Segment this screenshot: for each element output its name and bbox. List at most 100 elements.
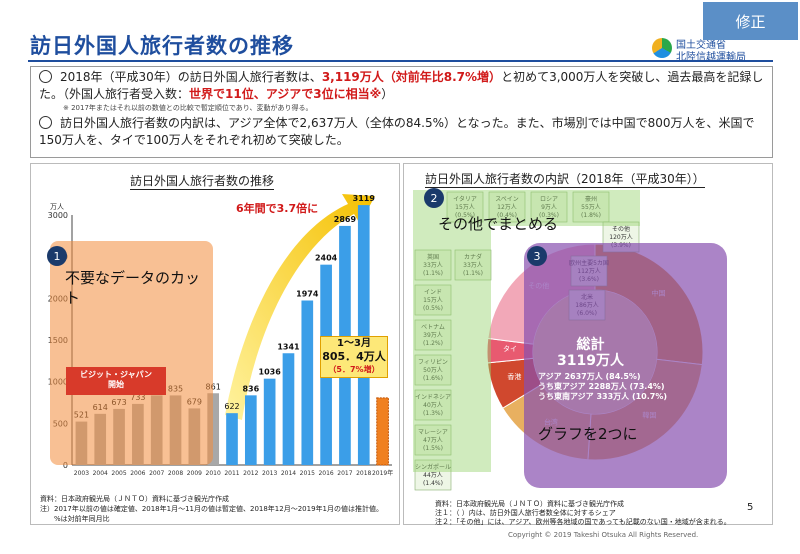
- bullet-circle-icon: [39, 70, 52, 83]
- summary-box: 2018年（平成30年）の訪日外国人旅行者数は、3,119万人（対前年比8.7%…: [30, 66, 773, 158]
- overlay3-number-badge: 3: [527, 246, 547, 266]
- title-underline: [28, 60, 773, 62]
- country-box-label: (1.5%): [423, 445, 443, 452]
- asia-line: うち東南アジア 333万人 (10.7%): [538, 392, 668, 401]
- note-line: 注１：（ ）内は、訪日外国人旅行者数全体に対するシェア: [435, 509, 616, 517]
- country-box: [414, 319, 452, 351]
- x-tick-label: 2019年: [372, 469, 393, 477]
- country-box: [454, 249, 492, 281]
- x-tick-label: 2008: [168, 470, 183, 477]
- organization-name: 国土交通省 北陸信越運輸局: [676, 40, 746, 64]
- x-tick-label: 2016: [318, 470, 333, 477]
- fix-button[interactable]: 修正: [703, 2, 798, 40]
- bar: [244, 395, 257, 465]
- country-box-label: シンガポール: [415, 463, 451, 471]
- country-box-label: (0.4%): [497, 212, 517, 219]
- overlay1-text: 不要なデータのカット: [65, 269, 201, 307]
- summary-highlight: 世界で11位、アジアで3位に相当※: [189, 87, 382, 101]
- country-box-label: 15万人: [423, 297, 443, 304]
- right-notes: 資料：日本政府観光局（ＪＮＴＯ）資料に基づき観光庁作成 注１：（ ）内は、訪日外…: [435, 500, 775, 527]
- overlay1-number-badge: 1: [47, 246, 67, 266]
- bar: [301, 300, 314, 465]
- summary-paragraph-2: 訪日外国人旅行者数の内訳は、アジア全体で2,637万人（全体の84.5%）となっ…: [39, 115, 764, 149]
- country-box: [414, 459, 452, 491]
- slide-title: 訪日外国人旅行者数の推移: [30, 34, 294, 58]
- country-box-label: イタリア: [453, 195, 477, 203]
- x-tick-label: 2013: [262, 470, 277, 477]
- jan-mar-box: 1〜3月 805．4万人 （5．7%増）: [320, 336, 388, 378]
- bar-value-label: 3119: [353, 194, 376, 203]
- asia-breakdown: アジア 2637万人 (84.5%) うち東アジア 2288万人 (73.4%)…: [538, 372, 667, 402]
- visit-japan-label: ビジット・ジャパン 開始: [66, 367, 166, 395]
- country-box-label: 33万人: [463, 262, 483, 269]
- country-box-label: (1.1%): [423, 270, 443, 277]
- country-box-label: カナダ: [464, 253, 482, 261]
- bar: [263, 378, 276, 465]
- y-axis-unit: 万人: [50, 203, 64, 211]
- country-box-label: 33万人: [423, 262, 443, 269]
- country-box-label: フィリピン: [418, 359, 448, 366]
- note-line: 資料：日本政府観光局（ＪＮＴＯ）資料に基づき観光庁作成: [40, 495, 229, 503]
- country-box-label: マレーシア: [418, 429, 448, 436]
- country-box-label: (1.2%): [423, 340, 443, 347]
- jan-mar-l2: 805．4万人: [322, 350, 386, 363]
- overlay2-number-badge: 2: [424, 188, 444, 208]
- note-line: %は対前年同月比: [40, 515, 110, 523]
- bar-value-label: 2404: [315, 254, 338, 263]
- visit-japan-text: ビジット・ジャパン 開始: [80, 370, 152, 389]
- country-box-label: 50万人: [423, 367, 443, 374]
- country-box-label: ロシア: [540, 196, 558, 203]
- country-box-label: 44万人: [423, 472, 443, 479]
- overlay-group-others-top: [413, 190, 640, 226]
- country-box-label: 12万人: [497, 204, 517, 211]
- summary-text: 2018年（平成30年）の訪日外国人旅行者数は、: [60, 70, 322, 84]
- country-box-label: 47万人: [423, 437, 443, 444]
- bar-value-label: 1341: [277, 342, 300, 351]
- country-box-label: その他: [612, 225, 630, 233]
- overlay3-text: グラフを2つに: [538, 425, 638, 443]
- increase-label: 6年間で3.7倍に: [236, 202, 319, 215]
- country-box-label: (0.5%): [423, 305, 443, 312]
- note-line: 資料：日本政府観光局（ＪＮＴＯ）資料に基づき観光庁作成: [435, 500, 624, 508]
- note-line: 注）2017年以前の値は確定値、2018年1月〜11月の値は暫定値、2018年1…: [40, 505, 383, 513]
- asia-line: アジア 2637万人 (84.5%): [538, 372, 641, 381]
- right-chart-title: 訪日外国人旅行者数の内訳（2018年（平成30年））: [425, 172, 705, 188]
- left-notes: 資料：日本政府観光局（ＪＮＴＯ）資料に基づき観光庁作成 注）2017年以前の値は…: [40, 494, 400, 524]
- country-box: [446, 191, 484, 223]
- left-chart-title: 訪日外国人旅行者数の推移: [130, 174, 275, 190]
- x-tick-label: 2009: [187, 470, 202, 477]
- country-box: [414, 354, 452, 386]
- x-tick-label: 2007: [149, 470, 164, 477]
- org-line2: 北陸信越運輸局: [676, 52, 746, 63]
- bullet-circle-icon: [39, 116, 52, 129]
- overlay2-text: その他でまとめる: [438, 215, 559, 233]
- country-box-label: 55万人: [581, 204, 601, 211]
- country-box-label: 9万人: [541, 204, 557, 211]
- note-line: 注２：「その他」には、アジア、欧州等各地域の国であっても記載のない国・地域が含ま…: [435, 518, 731, 526]
- x-tick-label: 2011: [224, 470, 239, 477]
- country-box: [414, 249, 452, 281]
- y-tick-label: 0: [63, 461, 68, 470]
- x-tick-label: 2005: [111, 470, 126, 477]
- jan-mar-l3: （5．7%増）: [328, 365, 380, 374]
- ministry-logo-icon: [652, 38, 672, 58]
- summary-text: 訪日外国人旅行者数の内訳は、アジア全体で2,637万人（全体の84.5%）となっ…: [39, 116, 755, 147]
- country-box-label: 英国: [427, 253, 439, 261]
- x-tick-label: 2004: [93, 470, 108, 477]
- country-box-label: (1.4%): [423, 480, 443, 487]
- x-tick-label: 2015: [300, 470, 315, 477]
- country-box-label: ベトナム: [421, 324, 445, 331]
- country-box-label: (1.3%): [423, 410, 443, 417]
- x-tick-label: 2018: [356, 470, 371, 477]
- country-box-label: (0.5%): [455, 212, 475, 219]
- jan-mar-l1: 1〜3月: [337, 338, 371, 349]
- bar-value-label: 622: [224, 402, 239, 411]
- overlay-group-others-left: [413, 226, 491, 472]
- country-box-label: スペイン: [495, 196, 519, 203]
- country-box-label: (1.6%): [423, 375, 443, 382]
- bar: [207, 393, 220, 465]
- bar-value-label: 836: [242, 384, 259, 393]
- bar: [282, 353, 295, 465]
- bar: [357, 205, 370, 466]
- summary-highlight: 3,119万人（対前年比8.7%増）: [321, 70, 502, 84]
